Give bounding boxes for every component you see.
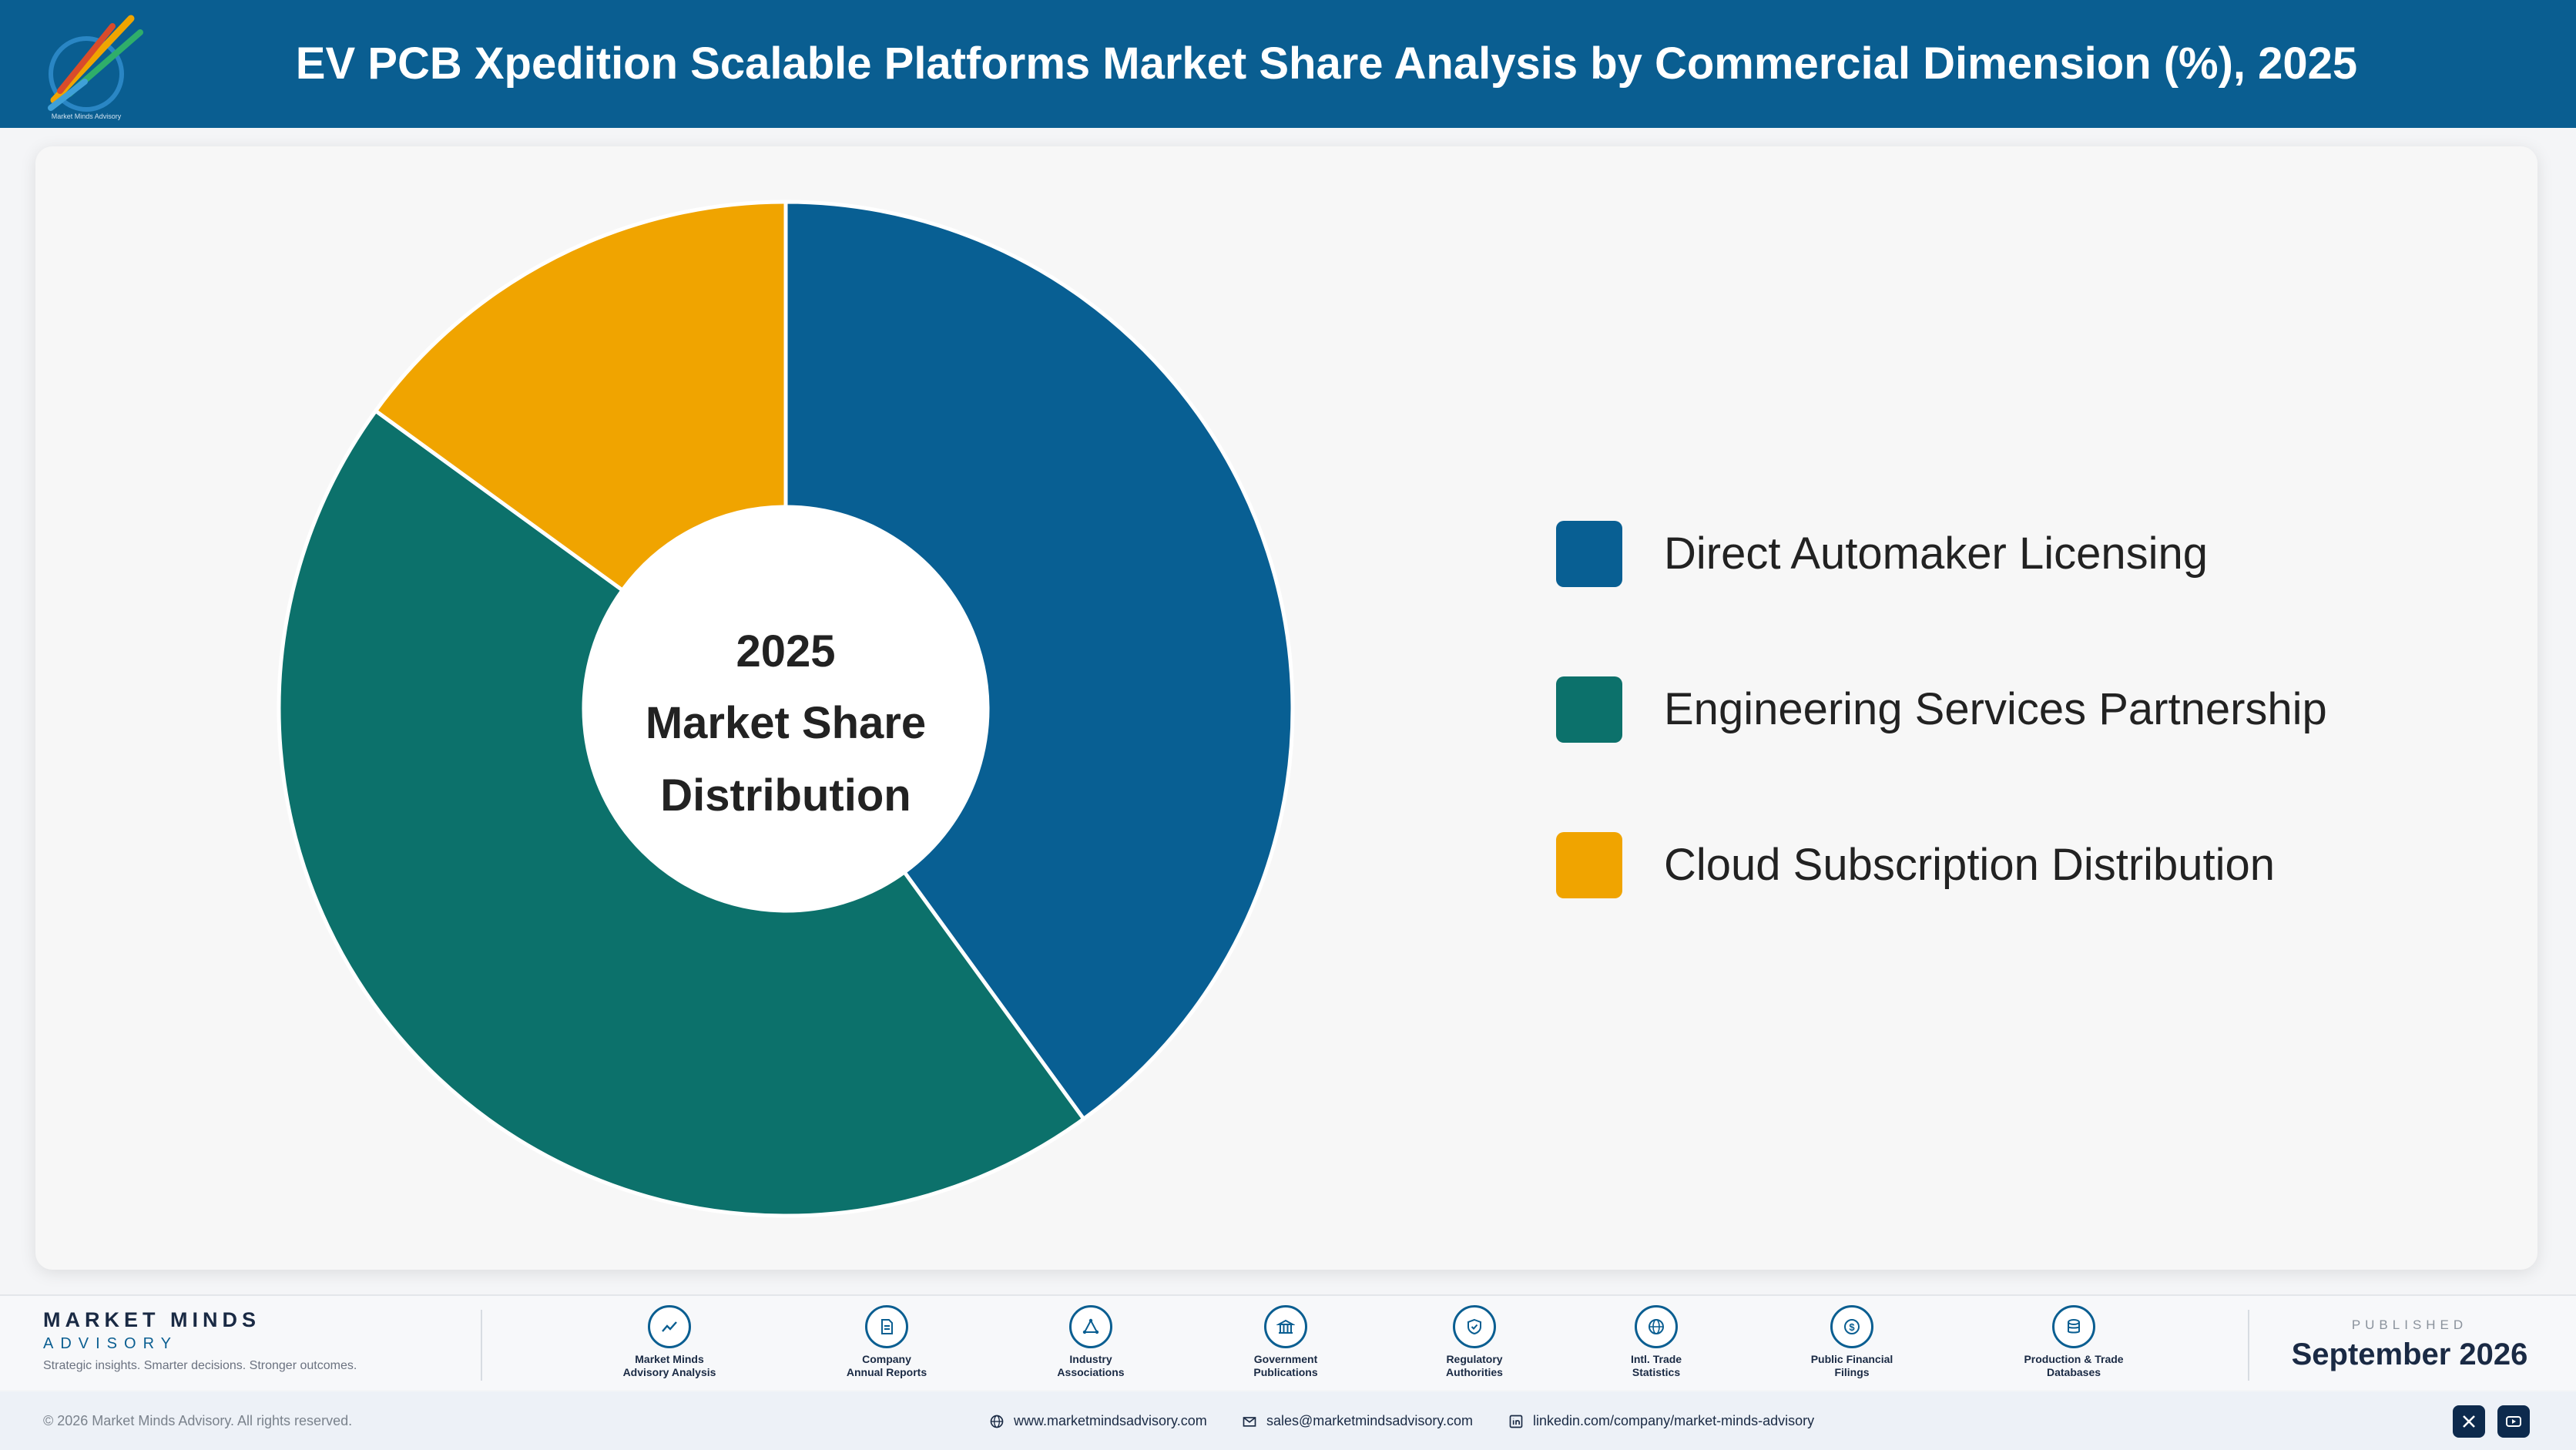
linkedin-icon (1509, 1415, 1523, 1428)
brand-name: MARKET MINDS (43, 1308, 260, 1331)
website-link[interactable]: www.marketmindsadvisory.com (989, 1391, 1207, 1450)
legend-item-direct-automaker-licensing: Direct Automaker Licensing (1556, 521, 2480, 587)
email-link[interactable]: sales@marketmindsadvisory.com (1242, 1391, 1473, 1450)
database-icon (2052, 1305, 2095, 1348)
youtube-icon (2506, 1416, 2521, 1427)
source-item: Company Annual Reports (810, 1305, 964, 1379)
legend-item-cloud-subscription-distribution: Cloud Subscription Distribution (1556, 832, 2480, 898)
copyright: © 2026 Market Minds Advisory. All rights… (43, 1413, 353, 1428)
footer-brand: MARKET MINDS ADVISORY Strategic insights… (43, 1308, 357, 1373)
youtube-social-button[interactable] (2497, 1405, 2530, 1438)
donut-center (584, 507, 988, 911)
legend-item-engineering-services-partnership: Engineering Services Partnership (1556, 676, 2480, 743)
dollar-icon: $ (1830, 1305, 1873, 1348)
sources-list: Market Minds Advisory Analysis Company Ann… (570, 1305, 2249, 1390)
mail-icon (1243, 1417, 1256, 1427)
brand-tagline: Strategic insights. Smarter decisions. S… (43, 1359, 357, 1372)
published-block: PUBLISHED September 2026 (2286, 1317, 2533, 1372)
brand-sub: ADVISORY (43, 1335, 178, 1352)
source-item: Industry Associations (1014, 1305, 1168, 1379)
source-item: Market Minds Advisory Analysis (592, 1305, 746, 1379)
svg-text:Market Minds Advisory: Market Minds Advisory (52, 112, 122, 120)
document-icon (865, 1305, 908, 1348)
legend-label: Engineering Services Partnership (1664, 684, 2327, 734)
source-item: Government Publications (1209, 1305, 1363, 1379)
network-icon (1069, 1305, 1112, 1348)
building-icon (1264, 1305, 1307, 1348)
globe-icon (990, 1415, 1004, 1428)
globe-icon (1635, 1305, 1678, 1348)
legend-label: Cloud Subscription Distribution (1664, 840, 2276, 890)
legend-swatch (1556, 832, 1622, 898)
center-label-line3: Distribution (660, 770, 911, 821)
source-item: $ Public Financial Filings (1775, 1305, 1929, 1379)
source-item: Production & Trade Databases (1997, 1305, 2151, 1379)
linkedin-link[interactable]: linkedin.com/company/market-minds-adviso… (1508, 1391, 1814, 1450)
logo-icon: Market Minds Advisory (48, 15, 143, 120)
header-bar: Market Minds Advisory EV PCB Xpedition S… (0, 0, 2576, 128)
donut-chart: 2025 Market Share Distribution (279, 202, 1293, 1216)
svg-text:$: $ (1849, 1321, 1855, 1333)
center-label-line2: Market Share (646, 698, 926, 748)
legend-swatch (1556, 676, 1622, 743)
x-icon (2463, 1415, 2475, 1428)
divider (2248, 1310, 2249, 1381)
x-social-button[interactable] (2453, 1405, 2485, 1438)
legend-label: Direct Automaker Licensing (1664, 529, 2208, 579)
shield-icon (1453, 1305, 1496, 1348)
trend-icon (648, 1305, 691, 1348)
published-date: September 2026 (2291, 1338, 2528, 1371)
legend-swatch (1556, 521, 1622, 587)
center-label-year: 2025 (736, 626, 835, 676)
footer: MARKET MINDS ADVISORY Strategic insights… (0, 1294, 2576, 1390)
source-item: Intl. Trade Statistics (1579, 1305, 1733, 1379)
bottom-bar: © 2026 Market Minds Advisory. All rights… (0, 1391, 2576, 1450)
divider (481, 1310, 482, 1381)
page-title: EV PCB Xpedition Scalable Platforms Mark… (295, 39, 2358, 89)
source-item: Regulatory Authorities (1397, 1305, 1551, 1379)
published-label: PUBLISHED (2351, 1317, 2468, 1332)
